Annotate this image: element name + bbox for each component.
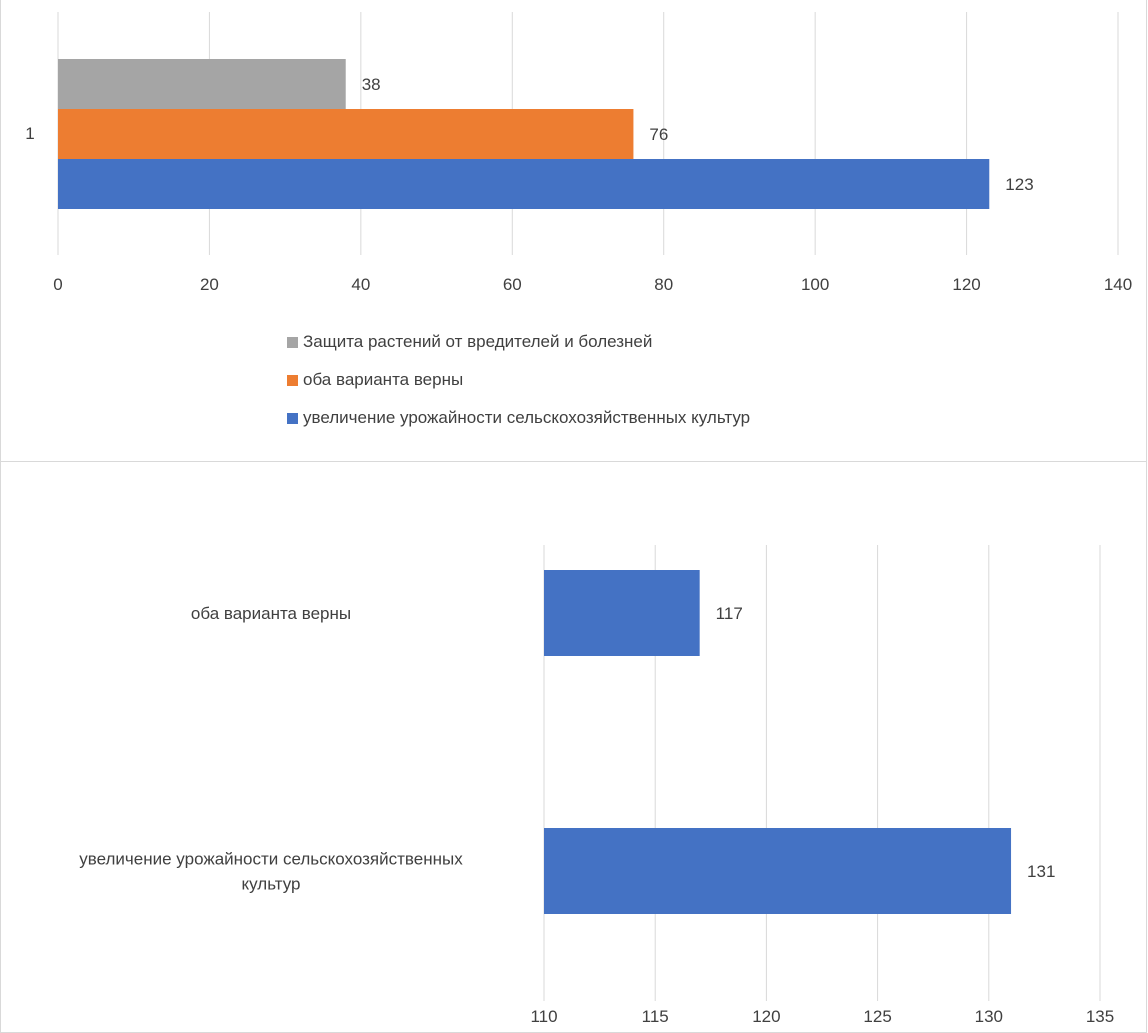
data-label: 131	[1027, 862, 1055, 881]
legend-item-2: оба варианта верны	[287, 361, 750, 399]
legend-label-2: оба варианта верны	[303, 370, 464, 389]
y-category-label: оба варианта верны	[191, 604, 351, 623]
legend-item-3: увеличение урожайности сельскохозяйствен…	[287, 399, 750, 437]
bar-series-2	[58, 109, 634, 159]
x-tick-label: 120	[752, 1007, 780, 1026]
x-tick-label: 115	[642, 1007, 669, 1026]
x-tick-label: 125	[863, 1007, 891, 1026]
y-category-label: культур	[242, 875, 301, 894]
x-tick-label: 100	[801, 275, 829, 294]
x-tick-label: 60	[503, 275, 522, 294]
legend-swatch-2	[287, 374, 298, 386]
x-tick-label: 110	[530, 1007, 557, 1026]
y-category-label: 1	[25, 124, 34, 143]
chart-1: 0 20 40 60 80 100 120 140 1 38 76 123	[25, 12, 1132, 294]
x-tick-label: 140	[1104, 275, 1132, 294]
data-label: 123	[1005, 175, 1033, 194]
x-tick-label: 20	[200, 275, 219, 294]
legend-label-3: увеличение урожайности сельскохозяйствен…	[303, 408, 751, 427]
x-tick-label: 0	[53, 275, 62, 294]
x-tick-label: 120	[952, 275, 980, 294]
chart-1-legend: Защита растений от вредителей и болезней…	[287, 323, 750, 437]
x-tick-label: 80	[654, 275, 673, 294]
x-tick-label: 135	[1086, 1007, 1114, 1026]
bar-category-1	[544, 570, 700, 656]
data-label: 117	[716, 604, 743, 623]
chart-panel-2	[0, 461, 1147, 1033]
legend-item-1: Защита растений от вредителей и болезней	[287, 323, 750, 361]
legend-swatch-3	[287, 412, 298, 424]
data-label: 38	[362, 75, 381, 94]
x-tick-label: 130	[975, 1007, 1003, 1026]
data-label: 76	[649, 125, 668, 144]
bar-category-2	[544, 828, 1012, 914]
x-tick-label: 40	[351, 275, 370, 294]
bar-series-1	[58, 59, 346, 109]
y-category-label: увеличение урожайности сельскохозяйствен…	[79, 850, 463, 869]
legend-swatch-1	[287, 336, 298, 348]
bar-series-3	[58, 159, 990, 209]
legend-label-1: Защита растений от вредителей и болезней	[303, 332, 653, 351]
